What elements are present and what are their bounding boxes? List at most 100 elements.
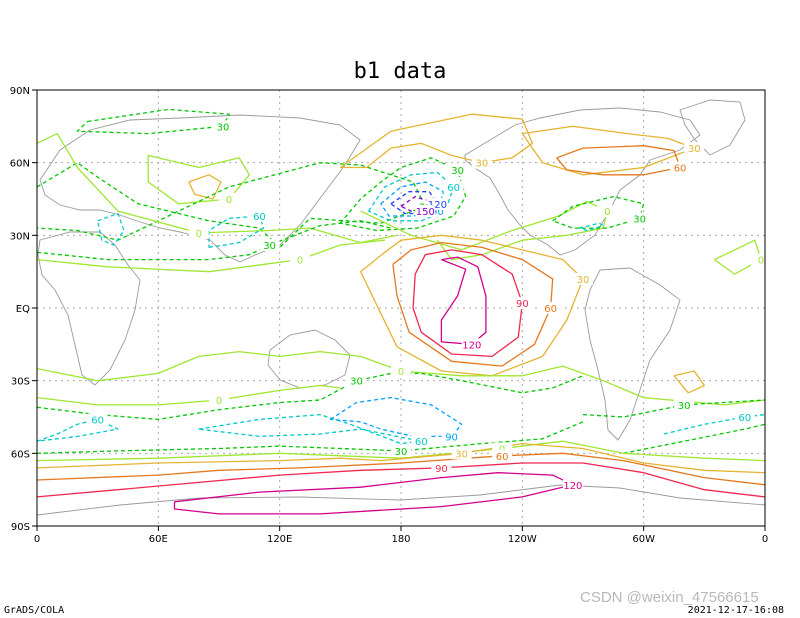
contour-label-bg	[471, 156, 492, 169]
y-tick-label: 60S	[11, 449, 30, 460]
contour-label-bg	[391, 364, 411, 377]
contour-label: 0	[398, 367, 404, 378]
contour-label: 90	[431, 207, 444, 218]
contour-label-bg	[289, 253, 310, 266]
contour-label-bg	[512, 297, 533, 310]
contour-label-bg	[492, 449, 513, 462]
contour-label: 0	[196, 229, 202, 240]
contour-label: 0	[604, 207, 610, 218]
contour-label: 0	[226, 195, 232, 206]
contour-label: 60	[253, 212, 266, 223]
timestamp-label: 2021-12-17-16:08	[687, 605, 784, 616]
contour-label-bg	[734, 411, 755, 423]
contour-label-bg	[346, 374, 367, 387]
contour-label: 30	[350, 377, 363, 388]
contour-label: 90	[435, 464, 448, 475]
contour-labels: 3003000306030609012015030306003030609012…	[87, 120, 771, 492]
y-tick-label: EQ	[16, 304, 30, 315]
x-tick-label: 120E	[267, 534, 292, 545]
contour-label-bg	[249, 209, 270, 222]
contour-line	[552, 195, 645, 229]
contour-label: 60	[91, 415, 104, 426]
contour-label-bg	[188, 226, 209, 239]
contour-label: 60	[738, 413, 751, 424]
contour-label-bg	[447, 163, 468, 176]
eurasia-coast	[39, 114, 361, 263]
contour-label-bg	[441, 430, 462, 443]
contour-label-bg	[443, 180, 464, 193]
contour-line	[147, 154, 250, 205]
contour-line	[440, 256, 487, 345]
contour-line	[36, 162, 426, 249]
south-america-coast	[584, 267, 681, 441]
contour-label-bg	[562, 478, 583, 491]
x-tick-label: 0	[762, 534, 768, 545]
credit-label: GrADS/COLA	[4, 605, 65, 616]
contour-line	[36, 132, 398, 244]
contour-label: 0	[216, 396, 222, 407]
contour-line	[578, 222, 604, 232]
x-tick-label: 120W	[508, 534, 537, 545]
antarctica-coast	[36, 484, 766, 516]
y-tick-label: 60N	[10, 159, 30, 170]
contour-label: 60	[674, 164, 687, 175]
contour-line	[412, 249, 523, 358]
contour-label-bg	[209, 394, 229, 407]
y-tick-label: 90S	[11, 522, 30, 533]
contour-label-bg	[674, 398, 695, 411]
contour-label-bg	[391, 444, 411, 457]
contour-label: 60	[544, 304, 557, 315]
contour-label: 30	[263, 241, 276, 252]
contour-label-bg	[415, 205, 436, 218]
contour-line	[339, 157, 467, 232]
contour-label: 60	[447, 183, 460, 194]
contour-label: 30	[455, 449, 468, 460]
contour-label-bg	[87, 413, 108, 426]
coastline-map	[36, 99, 766, 516]
x-tick-label: 60W	[632, 534, 655, 545]
y-tick-label: 30N	[10, 231, 30, 242]
contour-line	[663, 413, 766, 435]
contour-label-bg	[670, 161, 691, 174]
x-tick-label: 60E	[149, 534, 168, 545]
contour-label-bg	[431, 461, 452, 474]
contour-label: 150	[416, 207, 435, 218]
chart-title: b1 data	[354, 59, 447, 84]
contour-line	[36, 220, 392, 261]
contour-label: 0	[758, 256, 764, 267]
contour-label: 120	[462, 340, 481, 351]
contour-label-bg	[629, 212, 650, 225]
contour-label-bg	[684, 142, 705, 155]
contour-label-bg	[411, 435, 432, 448]
contour-line	[360, 200, 608, 261]
contour-line	[36, 421, 584, 454]
contour-line	[36, 350, 766, 406]
contour-label: 30	[451, 166, 464, 177]
contour-label-bg	[259, 239, 280, 252]
contour-label-bg	[213, 120, 234, 133]
contour-line	[339, 113, 534, 169]
contour-line	[673, 370, 705, 394]
y-tick-label: 30S	[11, 377, 30, 388]
contour-label: 0	[297, 256, 303, 267]
contour-label: 30	[395, 447, 408, 458]
x-tick-label: 180	[391, 534, 410, 545]
contour-line	[582, 399, 766, 418]
contour-line	[198, 413, 422, 445]
grid-lines	[37, 90, 765, 526]
contour-label: 30	[476, 159, 489, 170]
contour-label: 60	[496, 452, 509, 463]
contour-line	[36, 239, 385, 273]
contour-line	[359, 234, 584, 377]
contour-label: 60	[415, 437, 428, 448]
contour-line	[521, 125, 695, 176]
australia-coast	[267, 329, 351, 389]
contour-label-bg	[573, 272, 593, 285]
contour-label-bg	[540, 302, 561, 314]
contour-label: 120	[563, 481, 582, 492]
x-tick-label: 0	[34, 534, 40, 545]
north-america-coast	[464, 107, 701, 256]
contour-line	[623, 423, 766, 454]
contour-line	[36, 452, 766, 486]
